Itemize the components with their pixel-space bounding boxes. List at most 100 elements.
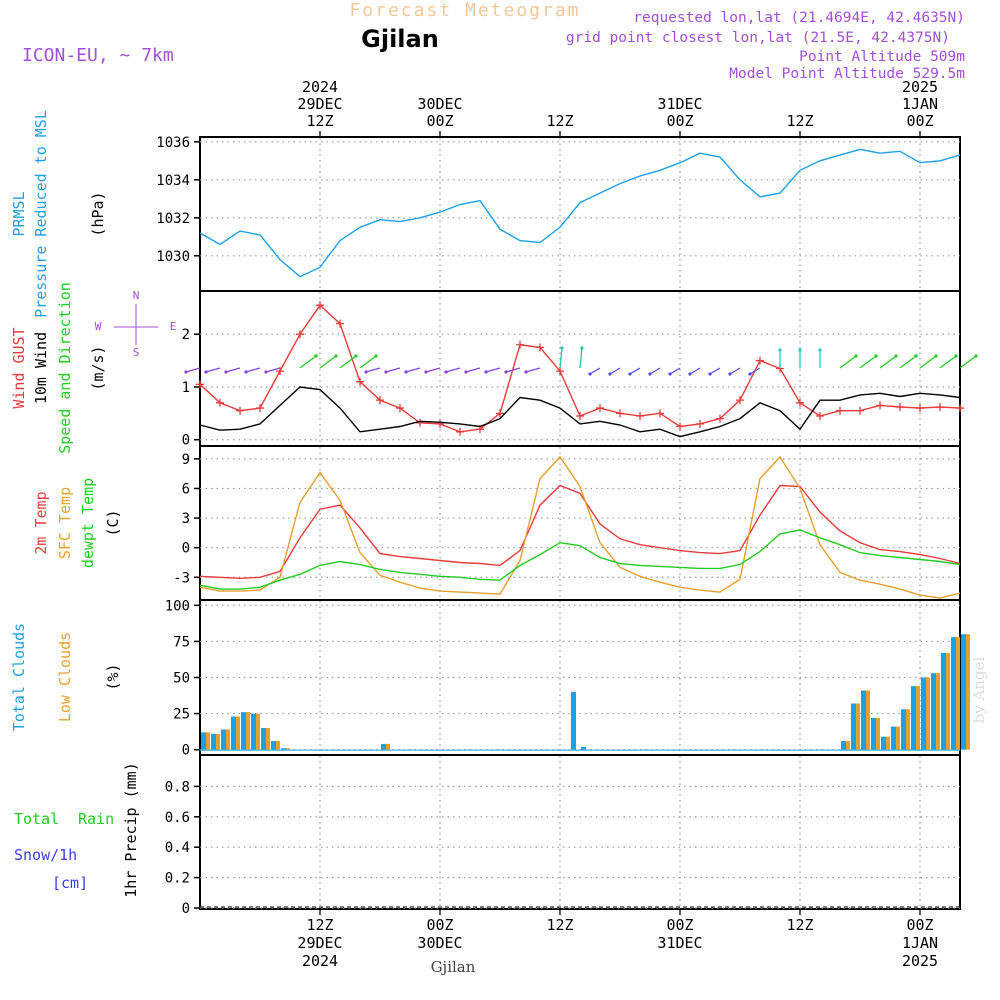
y-tick-label: 0: [182, 743, 190, 759]
gust-point: [336, 319, 344, 328]
total-clouds-bar: [261, 728, 266, 750]
time-label-bottom: 2025: [902, 952, 938, 970]
low-clouds-bar: [936, 673, 940, 750]
wind-arrow-head: [778, 348, 782, 352]
wind-arrow-head: [264, 370, 268, 374]
total-rain-label: Total: [14, 810, 59, 828]
low-clouds-bar: [926, 677, 930, 750]
wind-arrow: [709, 367, 721, 375]
series-line-dewpt-temp: [199, 529, 961, 590]
y-tick-label: -3: [173, 570, 190, 586]
total-clouds-bar: [581, 746, 586, 750]
total-clouds-bar: [231, 716, 236, 750]
model-label: ICON-EU, ~ 7km: [22, 45, 174, 66]
low-clouds-bar: [966, 634, 970, 750]
wind-arrow-head: [954, 354, 958, 358]
dewpt-label: dewpt Temp: [79, 478, 97, 568]
low-clouds-bar: [946, 652, 950, 750]
y-tick-label: 3: [182, 511, 190, 527]
gust-point: [616, 409, 624, 418]
time-label-top: 1JAN: [902, 95, 938, 113]
total-clouds-bar: [271, 741, 276, 750]
wind-arrow-head: [314, 354, 318, 358]
temp2m-label: 2m Temp: [32, 491, 50, 554]
total-clouds-bar: [201, 732, 206, 750]
time-label-bottom: 30DEC: [417, 934, 462, 952]
snow-label: Snow/1h: [14, 846, 77, 864]
series-line-sfc-temp: [199, 455, 961, 599]
low-clouds-bar: [246, 712, 250, 750]
y-tick-label: 1032: [156, 211, 190, 227]
gust-point: [296, 330, 304, 339]
wind-arrow: [425, 367, 441, 373]
wind-gust-label: Wind GUST: [10, 327, 28, 408]
pressure-label-2: Pressure Reduced to MSL: [32, 110, 50, 318]
low-clouds-bar: [866, 690, 870, 750]
time-label-bottom: 00Z: [906, 916, 933, 934]
gust-point: [416, 418, 424, 427]
gust-point: [376, 396, 384, 405]
wind-arrow-head: [364, 370, 368, 374]
wind-arrow-head: [974, 354, 978, 358]
time-label-top: 2025: [902, 78, 938, 96]
wind-arrow: [939, 355, 957, 369]
y-tick-label: 0: [182, 541, 190, 557]
wind-arrow-head: [818, 348, 822, 352]
low-clouds-bar: [886, 736, 890, 750]
wind-arrow-head: [608, 372, 612, 376]
wind-arrow-head: [524, 370, 528, 374]
gust-point: [576, 411, 584, 420]
wind-arrow-head: [244, 370, 248, 374]
y-tick-label: 0.6: [165, 810, 190, 826]
total-clouds-bar: [881, 736, 886, 750]
time-label-bottom: 2024: [302, 952, 338, 970]
low-clouds-bar: [956, 637, 960, 750]
total-clouds-label: Total Clouds: [10, 623, 28, 731]
gust-point: [196, 380, 204, 389]
total-clouds-bar: [221, 729, 226, 750]
low-clouds-bar: [896, 726, 900, 750]
gust-point: [516, 340, 524, 349]
total-clouds-bar: [911, 686, 916, 750]
y-tick-label: 1030: [156, 249, 190, 265]
wind-arrow: [879, 355, 897, 369]
gust-point: [736, 396, 744, 405]
total-clouds-bar: [871, 717, 876, 750]
grid-lines: [200, 138, 960, 909]
time-label-top: 00Z: [906, 112, 933, 130]
wind-arrow: [649, 367, 661, 375]
wind-arrow: [559, 347, 563, 369]
wind-arrow-head: [934, 354, 938, 358]
y-tick-label: 6: [182, 481, 190, 497]
wind-arrow: [485, 367, 501, 373]
gust-point: [756, 356, 764, 365]
rain-label: Rain: [78, 810, 114, 828]
wind-arrow: [225, 367, 241, 373]
low-clouds-bar: [236, 716, 240, 750]
wind-arrow: [265, 367, 281, 373]
gust-point: [936, 403, 944, 412]
panel-frames: [199, 136, 961, 910]
wind-arrow: [859, 355, 877, 369]
gust-point: [396, 404, 404, 413]
wind-arrow-head: [464, 370, 468, 374]
wind-arrow-head: [374, 354, 378, 358]
wind-arrow: [629, 367, 641, 375]
point-altitude: Point Altitude 509m: [799, 49, 965, 65]
low-clouds-bar: [856, 703, 860, 750]
gust-point: [536, 343, 544, 352]
compass-n: N: [133, 289, 140, 302]
low-clouds-bar: [206, 732, 210, 750]
y-tick-label: 0: [182, 901, 190, 917]
total-clouds-bar: [961, 634, 966, 750]
wind-arrow: [299, 355, 317, 369]
pressure-label: PRMSL: [10, 191, 28, 236]
sfc-temp-label: SFC Temp: [56, 487, 74, 559]
total-clouds-bar: [281, 748, 286, 750]
wind-unit: (m/s): [89, 345, 107, 390]
time-label-top: 30DEC: [417, 95, 462, 113]
gust-point: [216, 398, 224, 407]
watermark: by Angel: [970, 656, 988, 723]
wind-arrow-head: [424, 370, 428, 374]
y-tick-label: 50: [173, 671, 190, 687]
